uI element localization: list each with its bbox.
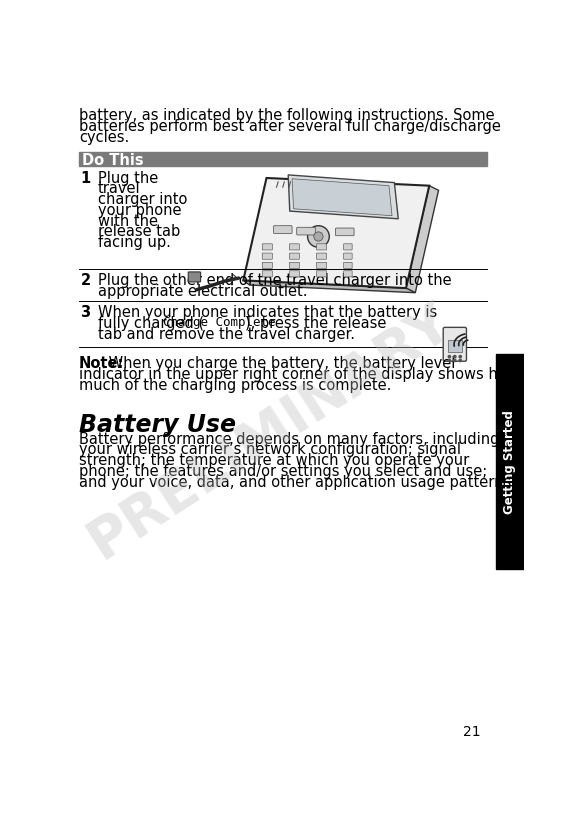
Bar — [496, 354, 524, 569]
Text: tab and remove the travel charger.: tab and remove the travel charger. — [98, 326, 354, 341]
Text: indicator in the upper right corner of the display shows how: indicator in the upper right corner of t… — [79, 366, 519, 381]
Polygon shape — [292, 180, 392, 217]
Circle shape — [459, 359, 462, 362]
Polygon shape — [243, 281, 416, 293]
Circle shape — [448, 359, 450, 362]
Text: facing up.: facing up. — [98, 235, 171, 250]
FancyBboxPatch shape — [262, 272, 272, 278]
Bar — [79, 153, 487, 167]
Text: strength; the temperature at which you operate your: strength; the temperature at which you o… — [79, 452, 469, 467]
Bar — [448, 340, 462, 353]
FancyBboxPatch shape — [262, 263, 272, 269]
FancyBboxPatch shape — [317, 272, 327, 278]
Circle shape — [307, 227, 329, 248]
Polygon shape — [288, 176, 398, 220]
Circle shape — [453, 356, 456, 359]
Circle shape — [459, 356, 462, 359]
Text: Charge Complete: Charge Complete — [164, 316, 276, 329]
Text: 21: 21 — [463, 724, 481, 738]
Text: 3: 3 — [80, 305, 91, 320]
FancyBboxPatch shape — [289, 254, 299, 260]
FancyBboxPatch shape — [343, 272, 352, 278]
Text: with the: with the — [98, 213, 158, 228]
FancyBboxPatch shape — [289, 272, 299, 278]
Text: fully charged (: fully charged ( — [98, 316, 204, 331]
Circle shape — [448, 356, 450, 359]
Text: much of the charging process is complete.: much of the charging process is complete… — [79, 377, 391, 392]
Polygon shape — [243, 179, 430, 288]
FancyBboxPatch shape — [317, 254, 327, 260]
Text: Do This: Do This — [82, 152, 144, 167]
Text: and your voice, data, and other application usage patterns.: and your voice, data, and other applicat… — [79, 474, 516, 489]
Text: cycles.: cycles. — [79, 130, 129, 145]
FancyBboxPatch shape — [317, 244, 327, 251]
Text: When you charge the battery, the battery level: When you charge the battery, the battery… — [104, 355, 455, 370]
Text: Battery Use: Battery Use — [79, 413, 236, 436]
Text: Plug the: Plug the — [98, 171, 158, 186]
Text: ), press the release: ), press the release — [245, 316, 386, 331]
FancyBboxPatch shape — [262, 244, 272, 251]
Text: appropriate electrical outlet.: appropriate electrical outlet. — [98, 284, 307, 299]
Text: 2: 2 — [80, 273, 91, 288]
FancyBboxPatch shape — [317, 263, 327, 269]
Text: When your phone indicates that the battery is: When your phone indicates that the batte… — [98, 305, 437, 320]
FancyBboxPatch shape — [188, 273, 201, 283]
Text: Battery performance depends on many factors, including: Battery performance depends on many fact… — [79, 431, 499, 446]
Text: Getting Started: Getting Started — [503, 410, 516, 513]
FancyBboxPatch shape — [443, 328, 466, 362]
Text: 1: 1 — [80, 171, 91, 186]
FancyBboxPatch shape — [274, 227, 292, 234]
FancyBboxPatch shape — [343, 263, 352, 269]
Text: your wireless carrier’s network configuration; signal: your wireless carrier’s network configur… — [79, 441, 461, 456]
Text: battery, as indicated by the following instructions. Some: battery, as indicated by the following i… — [79, 108, 495, 123]
Text: batteries perform best after several full charge/discharge: batteries perform best after several ful… — [79, 119, 501, 134]
Circle shape — [453, 359, 456, 362]
Text: your phone: your phone — [98, 202, 181, 217]
FancyBboxPatch shape — [289, 263, 299, 269]
Text: Plug the other end of the travel charger into the: Plug the other end of the travel charger… — [98, 273, 451, 288]
Text: phone; the features and/or settings you select and use;: phone; the features and/or settings you … — [79, 463, 487, 478]
Circle shape — [314, 232, 323, 242]
FancyBboxPatch shape — [262, 254, 272, 260]
FancyBboxPatch shape — [289, 244, 299, 251]
FancyBboxPatch shape — [343, 254, 352, 260]
FancyBboxPatch shape — [343, 244, 352, 251]
Text: charger into: charger into — [98, 191, 187, 206]
Text: PRELIMINARY: PRELIMINARY — [79, 293, 462, 568]
Text: travel: travel — [98, 181, 140, 196]
Text: Note:: Note: — [79, 355, 125, 370]
FancyBboxPatch shape — [297, 228, 315, 236]
FancyBboxPatch shape — [335, 229, 354, 237]
Text: release tab: release tab — [98, 224, 180, 239]
Polygon shape — [406, 186, 439, 293]
